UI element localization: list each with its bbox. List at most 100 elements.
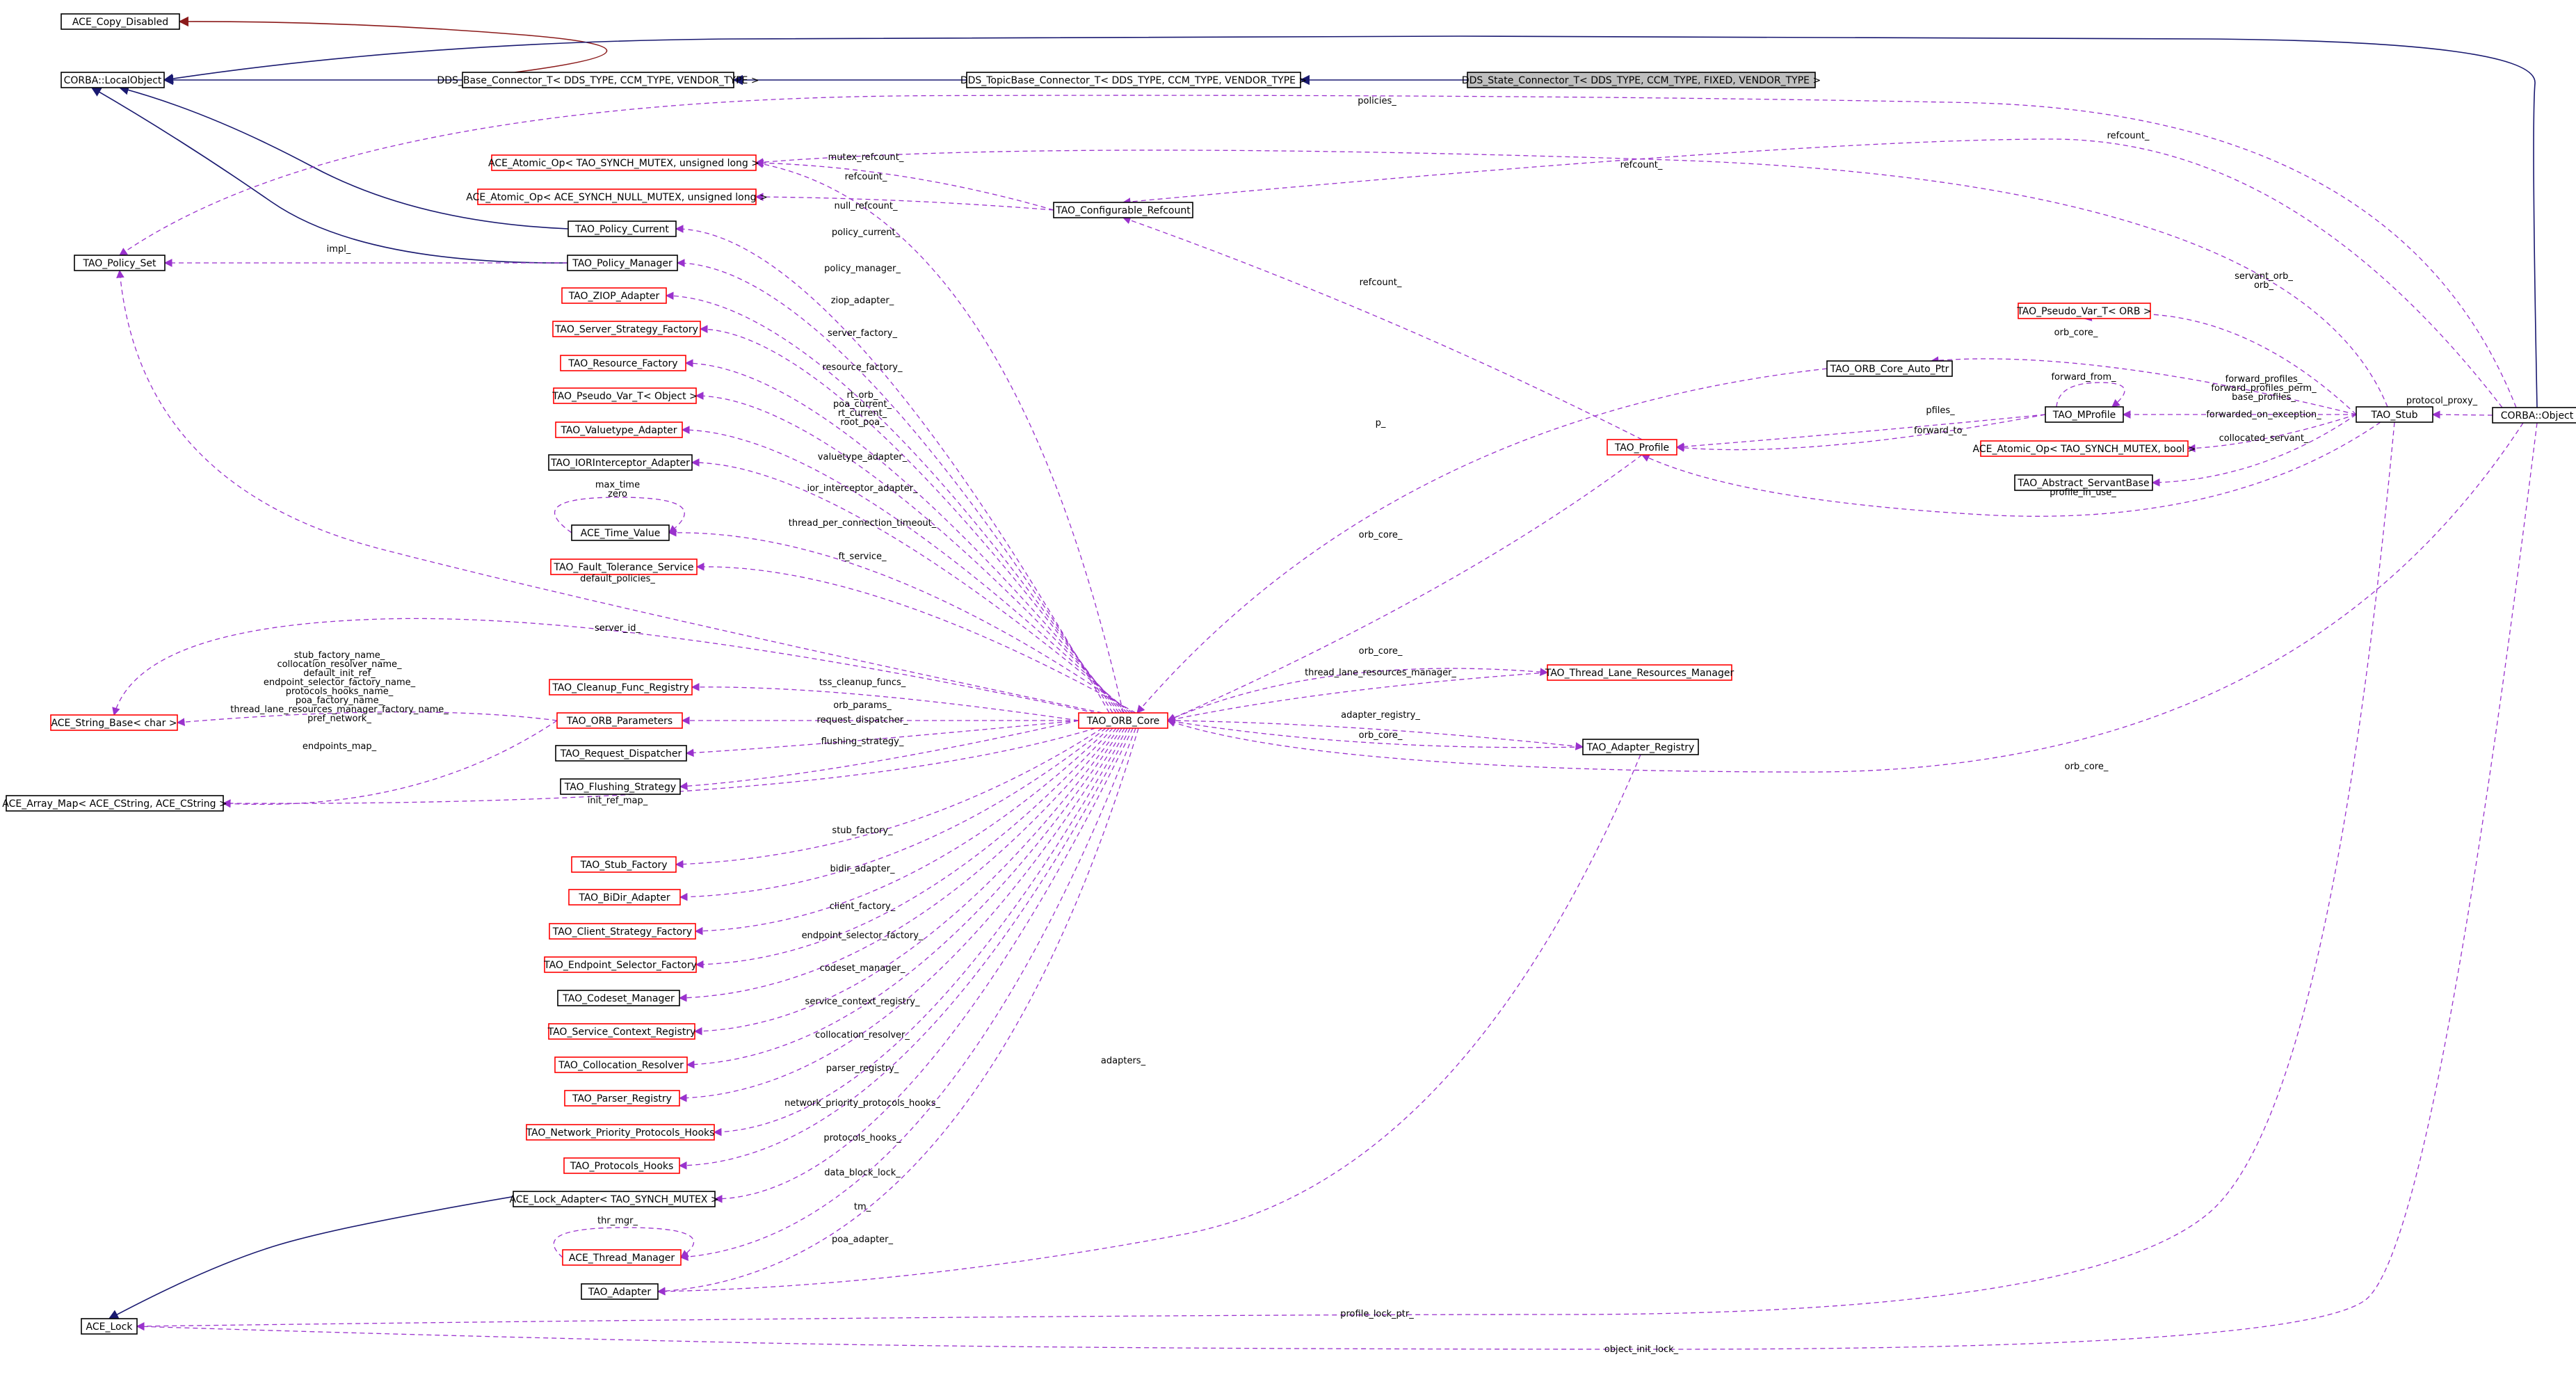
class-node-tao-orb-parameters[interactable]: TAO_ORB_Parameters [556, 712, 683, 729]
usage-edge-26 [695, 562, 1136, 714]
usage-edge-57 [1675, 414, 2046, 451]
edge-label-client-factory: client_factory_ [830, 901, 896, 912]
edge-label-tss-cleanup-funcs: tss_cleanup_funcs_ [819, 677, 906, 688]
class-node-tao-codeset-manager[interactable]: TAO_Codeset_Manager [557, 990, 680, 1006]
class-node-tao-ziop-adapter[interactable]: TAO_ZIOP_Adapter [561, 287, 667, 304]
usage-edge-33 [685, 720, 1079, 757]
class-node-tao-stub[interactable]: TAO_Stub [2356, 406, 2433, 423]
usage-edge-49 [657, 727, 1139, 1296]
class-node-tao-resource-factory[interactable]: TAO_Resource_Factory [560, 355, 686, 371]
class-node-tao-cleanup-func-registry[interactable]: TAO_Cleanup_Func_Registry [549, 679, 693, 695]
usage-edge-9 [119, 95, 2517, 408]
class-node-tao-service-context-registry[interactable]: TAO_Service_Context_Registry [547, 1023, 696, 1040]
class-box [2045, 406, 2124, 423]
edge-label-bidir-adapter: bidir_adapter_ [830, 864, 895, 874]
edge-label-orb-params-strings: poa_factory_name_ [296, 695, 384, 706]
class-node-corba-localobject[interactable]: CORBA::LocalObject [61, 72, 165, 88]
class-node-tao-policy-manager[interactable]: TAO_Policy_Manager [567, 255, 678, 271]
class-node-tao-valuetype-adapter[interactable]: TAO_Valuetype_Adapter [555, 421, 683, 438]
class-node-tao-pseudo-var-object[interactable]: TAO_Pseudo_Var_T< Object > [552, 387, 698, 404]
class-label: TAO_Stub [2371, 410, 2418, 421]
usage-edge-67 [1167, 720, 1584, 750]
class-node-tao-iorinterceptor-adapter[interactable]: TAO_IORInterceptor_Adapter [548, 454, 693, 471]
usage-edge-38 [694, 727, 1110, 935]
class-box [549, 679, 693, 695]
edge-label-orb-core-object: orb_core_ [2065, 762, 2109, 772]
class-node-tao-endpoint-selector-factory[interactable]: TAO_Endpoint_Selector_Factory [543, 956, 697, 973]
class-label: DDS_TopicBase_Connector_T< DDS_TYPE, CCM… [960, 75, 1307, 86]
class-node-ace-atomic-op-null-mutex[interactable]: ACE_Atomic_Op< ACE_SYNCH_NULL_MUTEX, uns… [466, 188, 768, 205]
usage-edge-21 [695, 392, 1125, 714]
class-node-tao-policy-current[interactable]: TAO_Policy_Current [567, 220, 677, 237]
class-node-dds-base-connector[interactable]: DDS_Base_Connector_T< DDS_TYPE, CCM_TYPE… [437, 72, 759, 88]
class-node-tao-mprofile[interactable]: TAO_MProfile [2045, 406, 2124, 423]
class-node-dds-state-connector[interactable]: DDS_State_Connector_T< DDS_TYPE, CCM_TYP… [1462, 72, 1821, 88]
class-box [550, 558, 698, 575]
class-node-ace-lock-adapter[interactable]: ACE_Lock_Adapter< TAO_SYNCH_MUTEX > [509, 1191, 719, 1207]
class-node-tao-bidir-adapter[interactable]: TAO_BiDir_Adapter [568, 889, 681, 906]
class-node-ace-lock[interactable]: ACE_Lock [81, 1318, 138, 1335]
usage-edge-55 [1930, 356, 2357, 415]
edge-label-protocol-proxy: protocol_proxy_ [2406, 396, 2478, 406]
edge-label-ft-service: ft_service_ [838, 552, 887, 562]
class-node-tao-policy-set[interactable]: TAO_Policy_Set [74, 255, 166, 271]
class-node-ace-atomic-op-mutex-bool[interactable]: ACE_Atomic_Op< TAO_SYNCH_MUTEX, bool > [1973, 440, 2196, 457]
class-node-tao-orb-core[interactable]: TAO_ORB_Core [1078, 712, 1168, 729]
class-node-tao-orb-core-auto-ptr[interactable]: TAO_ORB_Core_Auto_Ptr [1826, 360, 1953, 377]
usage-edge-42 [686, 727, 1122, 1069]
usage-edge-52 [136, 422, 2538, 1350]
edge-label-forwarded-on-exception: forwarded_on_exception_ [2206, 410, 2321, 420]
class-node-tao-adapter[interactable]: TAO_Adapter [581, 1283, 659, 1300]
class-node-ace-thread-manager[interactable]: ACE_Thread_Manager [562, 1249, 682, 1266]
class-node-tao-adapter-registry[interactable]: TAO_Adapter_Registry [1582, 739, 1699, 755]
class-node-corba-object[interactable]: CORBA::Object [2492, 407, 2576, 424]
usage-edge-47 [679, 727, 1136, 1262]
class-node-ace-atomic-op-mutex-ulong[interactable]: ACE_Atomic_Op< TAO_SYNCH_MUTEX, unsigned… [488, 154, 759, 171]
class-node-ace-copy-disabled[interactable]: ACE_Copy_Disabled [61, 13, 180, 30]
edge-label-refcount-stub: refcount_ [1620, 160, 1663, 170]
usage-edge-66 [1167, 668, 1549, 721]
usage-edge-56 [2083, 313, 2357, 415]
class-node-ace-time-value[interactable]: ACE_Time_Value [571, 524, 670, 541]
class-node-tao-profile[interactable]: TAO_Profile [1607, 439, 1677, 456]
class-box [1582, 739, 1699, 755]
class-node-tao-client-strategy-factory[interactable]: TAO_Client_Strategy_Factory [549, 923, 696, 940]
class-label: ACE_Atomic_Op< TAO_SYNCH_MUTEX, unsigned… [488, 158, 759, 169]
usage-edge-58 [1675, 414, 2046, 452]
class-node-tao-fault-tolerance-service[interactable]: TAO_Fault_Tolerance_Service [550, 558, 698, 575]
edge-label-poa-adapter: poa_adapter_ [832, 1235, 894, 1245]
class-node-tao-flushing-strategy[interactable]: TAO_Flushing_Strategy [560, 778, 681, 795]
class-node-tao-configurable-refcount[interactable]: TAO_Configurable_Refcount [1053, 202, 1193, 218]
edge-label-collocated-servant: collocated_servant_ [2219, 433, 2309, 444]
usage-edge-24 [668, 528, 1134, 714]
class-box [74, 255, 166, 271]
edge-label-collocation-resolver: collocation_resolver_ [815, 1030, 910, 1040]
class-label: ACE_Thread_Manager [569, 1253, 675, 1264]
class-box [1467, 72, 1816, 88]
class-label: TAO_Protocols_Hooks [570, 1161, 674, 1172]
class-label: TAO_Client_Strategy_Factory [552, 926, 692, 938]
class-node-tao-stub-factory[interactable]: TAO_Stub_Factory [571, 856, 677, 873]
class-box [544, 956, 697, 973]
class-box [552, 321, 701, 337]
class-box [571, 856, 677, 873]
class-node-tao-network-priority-protocols-hooks[interactable]: TAO_Network_Priority_Protocols_Hooks [526, 1124, 715, 1141]
class-node-tao-thread-lane-resources-manager[interactable]: TAO_Thread_Lane_Resources_Manager [1545, 664, 1734, 681]
class-node-dds-topicbase-connector[interactable]: DDS_TopicBase_Connector_T< DDS_TYPE, CCM… [960, 72, 1307, 88]
edge-label-valuetype-adapter: valuetype_adapter_ [818, 452, 908, 463]
edge-label-refcount-profile: refcount_ [1360, 278, 1402, 288]
usage-edge-20 [684, 359, 1122, 714]
class-label: TAO_Server_Strategy_Factory [554, 324, 698, 335]
class-node-ace-string-base[interactable]: ACE_String_Base< char > [50, 714, 178, 731]
class-node-tao-request-dispatcher[interactable]: TAO_Request_Dispatcher [555, 745, 687, 762]
class-node-ace-array-map[interactable]: ACE_Array_Map< ACE_CString, ACE_CString … [2, 795, 227, 812]
class-box [1078, 712, 1168, 729]
class-node-tao-collocation-resolver[interactable]: TAO_Collocation_Resolver [554, 1056, 688, 1073]
class-node-tao-server-strategy-factory[interactable]: TAO_Server_Strategy_Factory [552, 321, 701, 337]
class-node-tao-parser-registry[interactable]: TAO_Parser_Registry [564, 1090, 680, 1107]
class-node-tao-pseudo-var-orb[interactable]: TAO_Pseudo_Var_T< ORB > [2016, 303, 2152, 319]
class-node-tao-abstract-servantbase[interactable]: TAO_Abstract_ServantBase [2014, 474, 2153, 491]
class-node-tao-protocols-hooks[interactable]: TAO_Protocols_Hooks [563, 1157, 680, 1174]
edge-label-orb-params-strings: endpoint_selector_factory_name_ [264, 677, 416, 688]
usage-edge-45 [678, 727, 1131, 1170]
